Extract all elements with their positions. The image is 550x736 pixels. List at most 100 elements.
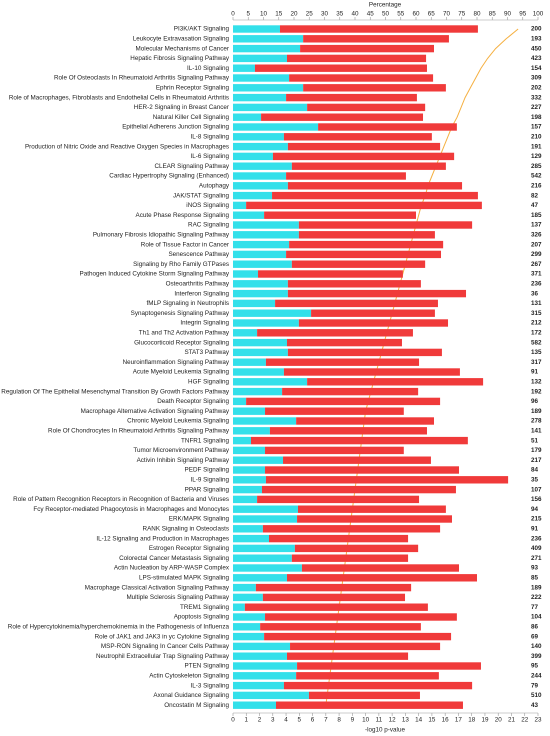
bar-segment [233,93,287,102]
category-label: PEDF Signaling [185,467,230,474]
count-label: 82 [531,192,539,199]
bar-segment [233,564,302,572]
category-label: IL-6 Signaling [190,153,229,160]
category-label: Epithelial Adherens Junction Signaling [122,124,229,131]
category-label: IL-8 Signaling [190,133,229,140]
category-label: Fcy Receptor-mediated Phagocytosis in Ma… [33,506,229,513]
bar-segment [233,250,287,259]
category-label: Synaptogenesis Signaling Pathway [131,310,230,317]
category-label: Role of JAK1 and JAK3 in yc Cytokine Sig… [95,633,230,640]
category-label: Cardiac Hypertrophy Signaling (Enhanced) [109,173,229,180]
category-label: Molecular Mechanisms of Cancer [136,45,229,52]
x-tick-label: 90 [504,11,512,18]
bar-segment [233,701,277,709]
bar-segment [246,201,482,210]
x2-tick-label: 9 [351,717,355,724]
category-label: Production of Nitric Oxide and Reactive … [25,143,229,150]
count-label: 244 [531,672,542,679]
category-label: Activin Inhibin Signaling Pathway [137,457,230,464]
bar-segment [233,466,266,474]
count-label: 43 [531,702,539,709]
bar-segment [296,672,439,680]
bar-segment [233,182,288,190]
bar-segment [269,427,427,435]
bar-segment [233,534,269,543]
bar-segment [283,456,431,464]
x2-tick-label: 17 [455,717,463,724]
count-label: 131 [531,300,542,307]
x-tick-label: 70 [443,11,451,18]
count-label: 315 [531,310,542,317]
category-label: PI3K/AKT Signaling [174,26,230,33]
bar-segment [233,123,319,131]
count-label: 132 [531,378,542,385]
bar-segment [233,329,258,337]
bar-segment [233,387,283,396]
bar-segment [233,603,245,611]
bar-segment [265,466,460,474]
count-label: 278 [531,418,542,425]
x2-tick-label: 2 [258,717,262,724]
count-label: 107 [531,486,542,493]
bar-segment [233,485,262,494]
bar-segment [233,476,266,484]
category-label: STAT3 Pathway [184,349,229,356]
count-label: 285 [531,163,542,170]
count-label: 200 [531,26,542,33]
x2-tick-label: 23 [534,717,542,724]
category-label: Death Receptor Signaling [157,398,229,405]
category-label: Apoptosis Signaling [174,614,230,621]
bar-segment [233,662,298,670]
bar-segment [261,485,456,494]
bar-segment [233,632,265,641]
bar-segment [233,309,312,317]
bar-segment [294,544,419,553]
count-label: 129 [531,153,542,160]
bar-segment [233,446,266,455]
x-tick-label: 55 [397,11,405,18]
x2-tick-label: 15 [428,717,436,724]
bar-segment [287,348,442,357]
count-label: 317 [531,359,542,366]
bar-segment [301,564,460,572]
bar-segment [287,289,467,298]
count-label: 371 [531,271,542,278]
bar-segment [265,446,404,455]
count-label: 95 [531,663,539,670]
count-label: 542 [531,173,542,180]
category-label: HGF Signaling [188,378,229,385]
bar-segment [287,182,463,190]
count-label: 222 [531,594,542,601]
bar-segment [307,378,484,386]
count-label: 202 [531,84,542,91]
count-label: 510 [531,692,542,699]
bar-segment [296,417,434,425]
category-label: Signaling by Rho Family GTPases [133,261,229,268]
bar-segment [233,113,262,121]
bar-segment [257,495,420,504]
x2-tick-label: 22 [521,717,529,724]
count-label: 93 [531,565,539,572]
category-label: Estrogen Receptor Signaling [149,545,230,552]
count-label: 299 [531,251,542,258]
x-tick-label: 10 [260,11,268,18]
x2-tick-label: 0 [231,717,235,724]
category-label: Interferon Signaling [174,290,229,297]
count-label: 236 [531,280,542,287]
count-label: 212 [531,320,542,327]
category-label: Neuroinflammation Signaling Pathway [123,359,230,366]
category-label: Chronic Myeloid Leukemia Signaling [127,418,229,425]
bar-segment [233,319,299,327]
bar-segment [286,93,417,102]
count-label: 399 [531,653,542,660]
bar-segment [233,358,266,366]
bar-segment [233,74,290,82]
x-tick-label: 75 [458,11,466,18]
category-label: Leukocyte Extravasation Signaling [133,35,230,42]
bar-segment [233,378,308,386]
bar-segment [287,142,441,151]
x2-tick-label: 4 [284,717,288,724]
bar-segment [289,240,444,249]
x2-tick-label: 14 [415,717,423,724]
